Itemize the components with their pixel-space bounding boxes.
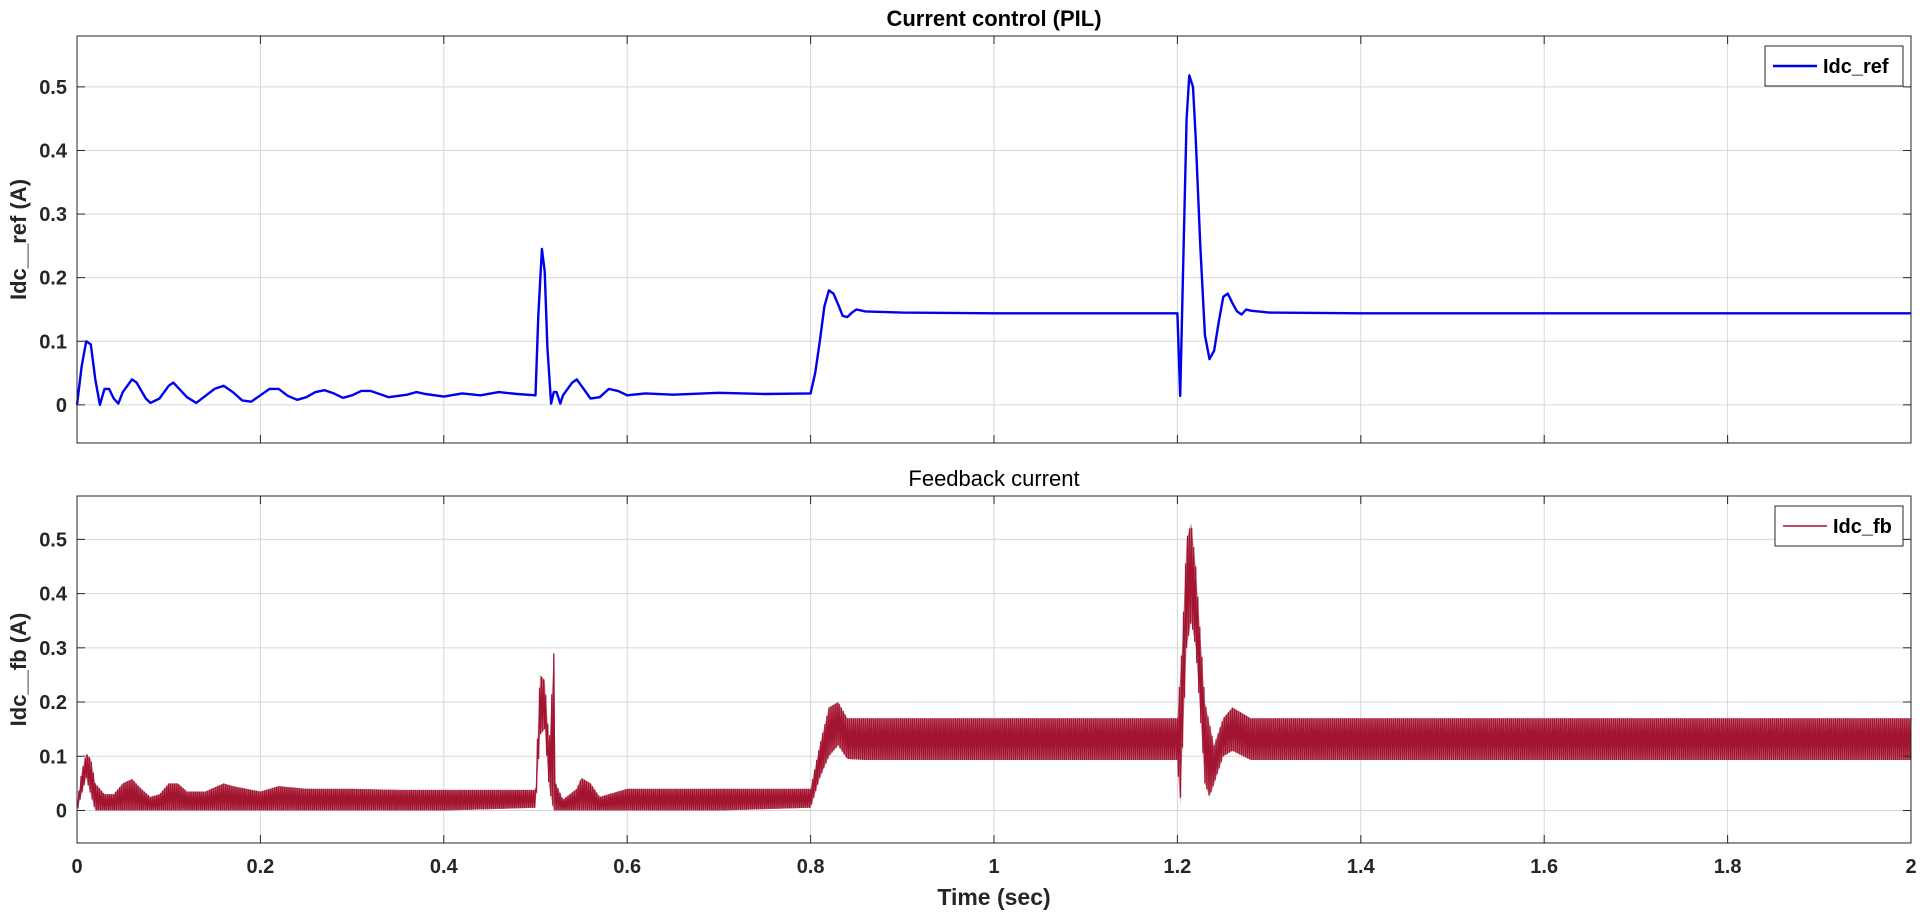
- bottom-chart-title: Feedback current: [908, 466, 1079, 491]
- top-x-ticks: [76, 36, 1912, 443]
- top-grid: [76, 36, 1912, 443]
- bottom-series-fb: [76, 523, 1912, 811]
- top-y-tick-label-1: 0.1: [39, 331, 67, 353]
- bottom-x-tick-label-3: 0.6: [613, 856, 641, 878]
- top-y-axis-label: Idc__ref (A): [6, 179, 31, 300]
- bottom-x-tick-label-0: 0: [71, 856, 82, 878]
- top-y-tick-label-4: 0.4: [39, 140, 68, 162]
- bottom-y-tick-label-4: 0.4: [39, 584, 68, 606]
- top-legend: Idc_ref: [1764, 45, 1904, 87]
- bottom-x-tick-label-9: 1.8: [1714, 856, 1742, 878]
- bottom-series-band-0: [77, 523, 1911, 811]
- bottom-axes: 0 0.1 0.2 0.3 0.4 0.5 0 0.2 0.4 0.6 0.8 1 1.2 1.4 1.6…: [6, 466, 1917, 910]
- top-y-tick-label-3: 0.3: [39, 204, 67, 226]
- x-axis-label: Time (sec): [937, 884, 1050, 910]
- bottom-legend: Idc_fb: [1774, 505, 1904, 547]
- top-series-line-0: [75, 74, 1911, 406]
- top-series-ref: [75, 74, 1911, 406]
- bottom-y-tick-label-2: 0.2: [39, 692, 67, 714]
- bottom-x-tick-label-10: 2: [1905, 856, 1916, 878]
- top-y-tick-label-5: 0.5: [39, 77, 67, 99]
- bottom-x-ticks: 0 0.2 0.4 0.6 0.8 1 1.2 1.4 1.6 1.8 2: [71, 496, 1917, 878]
- bottom-x-tick-label-1: 0.2: [246, 856, 274, 878]
- bottom-y-tick-label-3: 0.3: [39, 638, 67, 660]
- bottom-x-tick-label-5: 1: [988, 856, 999, 878]
- top-chart-title: Current control (PIL): [886, 6, 1101, 31]
- top-y-tick-label-2: 0.2: [39, 268, 67, 290]
- top-legend-label: Idc_ref: [1823, 56, 1889, 78]
- top-y-ticks: 0 0.1 0.2 0.3 0.4 0.5: [39, 77, 1911, 417]
- bottom-legend-label: Idc_fb: [1833, 516, 1892, 538]
- bottom-x-tick-label-2: 0.4: [430, 856, 459, 878]
- top-y-tick-label-0: 0: [56, 395, 67, 417]
- bottom-x-tick-label-6: 1.2: [1163, 856, 1191, 878]
- bottom-x-tick-label-7: 1.4: [1347, 856, 1376, 878]
- bottom-x-tick-label-4: 0.8: [797, 856, 825, 878]
- bottom-y-tick-label-0: 0: [56, 800, 67, 822]
- bottom-y-axis-label: Idc__fb (A): [6, 613, 31, 727]
- bottom-x-tick-label-8: 1.6: [1530, 856, 1558, 878]
- bottom-y-tick-label-1: 0.1: [39, 746, 67, 768]
- top-axes: 0 0.1 0.2 0.3 0.4 0.5 Current control (PIL) I…: [6, 6, 1912, 444]
- bottom-y-ticks: 0 0.1 0.2 0.3 0.4 0.5: [39, 529, 1911, 822]
- bottom-y-tick-label-5: 0.5: [39, 529, 67, 551]
